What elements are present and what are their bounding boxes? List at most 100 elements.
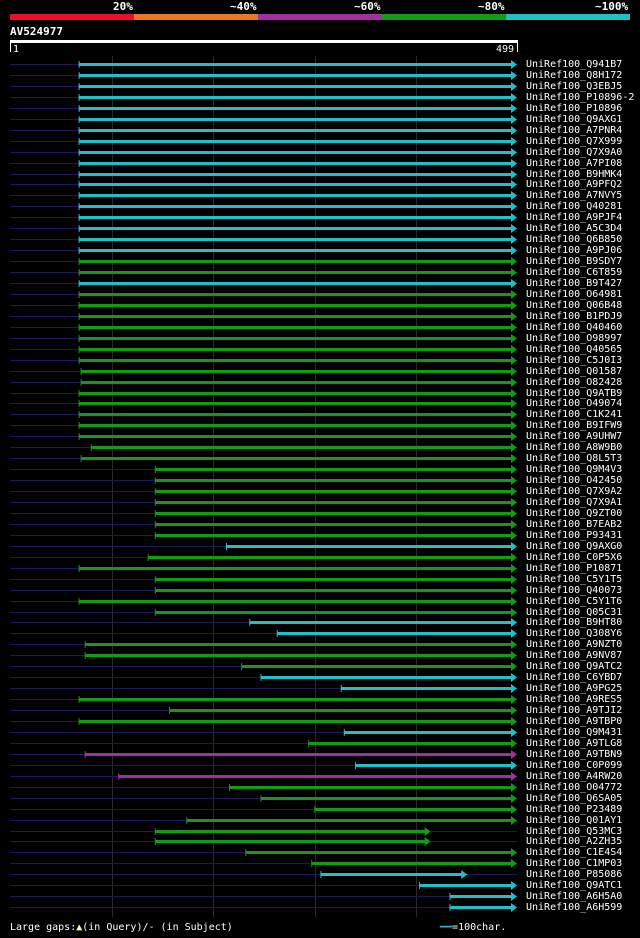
- hit-label[interactable]: UniRef100_A9NZT0: [526, 638, 623, 650]
- hit-bar: [260, 676, 512, 679]
- hit-label[interactable]: UniRef100_P23489: [526, 803, 623, 815]
- hit-arrow: [511, 82, 517, 91]
- hit-label[interactable]: UniRef100_Q01AY1: [526, 814, 623, 826]
- scale-legend: ━━=100char.: [440, 922, 506, 933]
- in-subject-label: - (in Subject): [148, 922, 233, 933]
- hit-label[interactable]: UniRef100_A9NV87: [526, 649, 623, 661]
- hit-label[interactable]: UniRef100_A9TLG8: [526, 737, 623, 749]
- hit-label[interactable]: UniRef100_Q9ZT00: [526, 507, 623, 519]
- hit-label[interactable]: UniRef100_C6T859: [526, 266, 623, 278]
- hit-label[interactable]: UniRef100_O64981: [526, 288, 623, 300]
- hit-label[interactable]: UniRef100_C1E4S4: [526, 846, 623, 858]
- hit-label[interactable]: UniRef100_A9PG25: [526, 682, 623, 694]
- hit-label[interactable]: UniRef100_Q05C31: [526, 606, 623, 618]
- hit-label[interactable]: UniRef100_B9HMK4: [526, 168, 623, 180]
- hit-label[interactable]: UniRef100_O04772: [526, 781, 623, 793]
- hit-label[interactable]: UniRef100_A7PI08: [526, 157, 623, 169]
- hit-label[interactable]: UniRef100_Q9AXG0: [526, 540, 623, 552]
- hit-label[interactable]: UniRef100_P10896-2: [526, 91, 635, 103]
- hit-label[interactable]: UniRef100_B9T427: [526, 277, 623, 289]
- hit-label[interactable]: UniRef100_A9PFQ2: [526, 178, 623, 190]
- hit-label[interactable]: UniRef100_O98997: [526, 332, 623, 344]
- hit-bar: [85, 753, 512, 756]
- hit-bar: [344, 731, 512, 734]
- hit-bar: [91, 446, 512, 449]
- hit-label[interactable]: UniRef100_C1MP03: [526, 857, 623, 869]
- hit-arrow: [511, 93, 517, 102]
- hit-arrow: [511, 618, 517, 627]
- hit-label[interactable]: UniRef100_A7PNR4: [526, 124, 623, 136]
- hit-label[interactable]: UniRef100_Q40281: [526, 200, 623, 212]
- hit-label[interactable]: UniRef100_Q7X999: [526, 135, 623, 147]
- hit-label[interactable]: UniRef100_Q40565: [526, 343, 623, 355]
- hit-label[interactable]: UniRef100_B9IFW9: [526, 419, 623, 431]
- hit-label[interactable]: UniRef100_B9HT80: [526, 616, 623, 628]
- hit-label[interactable]: UniRef100_O42450: [526, 474, 623, 486]
- hit-label[interactable]: UniRef100_Q3EBJ5: [526, 80, 623, 92]
- hit-label[interactable]: UniRef100_Q9AXG1: [526, 113, 623, 125]
- hit-label[interactable]: UniRef100_A8W9B0: [526, 441, 623, 453]
- gap-legend: Large gaps:▲(in Query)/- (in Subject): [10, 922, 233, 933]
- hit-label[interactable]: UniRef100_A2ZH35: [526, 835, 623, 847]
- hit-label[interactable]: UniRef100_C0P5X6: [526, 551, 623, 563]
- hit-label[interactable]: UniRef100_B1PDJ9: [526, 310, 623, 322]
- hit-label[interactable]: UniRef100_A9TJI2: [526, 704, 623, 716]
- hit-label[interactable]: UniRef100_A9PJF4: [526, 211, 623, 223]
- hit-bar: [155, 840, 426, 843]
- hit-label[interactable]: UniRef100_Q6SA05: [526, 792, 623, 804]
- hit-label[interactable]: UniRef100_Q9M431: [526, 726, 623, 738]
- hit-label[interactable]: UniRef100_A4RW20: [526, 770, 623, 782]
- hit-label[interactable]: UniRef100_C6YBD7: [526, 671, 623, 683]
- hit-label[interactable]: UniRef100_Q7X9A1: [526, 496, 623, 508]
- hit-label[interactable]: UniRef100_A9UHW7: [526, 430, 623, 442]
- hit-label[interactable]: UniRef100_Q308Y6: [526, 627, 623, 639]
- hit-label[interactable]: UniRef100_C0P099: [526, 759, 623, 771]
- hit-label[interactable]: UniRef100_O82428: [526, 376, 623, 388]
- hit-label[interactable]: UniRef100_P10871: [526, 562, 623, 574]
- hit-label[interactable]: UniRef100_C1K241: [526, 408, 623, 420]
- hit-label[interactable]: UniRef100_Q7X9A0: [526, 146, 623, 158]
- hit-bar: [155, 501, 512, 504]
- hit-label[interactable]: UniRef100_A6H5A0: [526, 890, 623, 902]
- hit-label[interactable]: UniRef100_P10896: [526, 102, 623, 114]
- hit-arrow: [511, 673, 517, 682]
- hit-label[interactable]: UniRef100_A5C3D4: [526, 222, 623, 234]
- hit-label[interactable]: UniRef100_A9TBP0: [526, 715, 623, 727]
- hit-label[interactable]: UniRef100_A9PJ06: [526, 244, 623, 256]
- hit-arrow: [511, 301, 517, 310]
- hit-label[interactable]: UniRef100_Q40460: [526, 321, 623, 333]
- hit-label[interactable]: UniRef100_Q8H172: [526, 69, 623, 81]
- hit-arrow: [511, 356, 517, 365]
- hit-label[interactable]: UniRef100_Q06B48: [526, 299, 623, 311]
- query-start-label: 1: [13, 44, 19, 55]
- hit-label[interactable]: UniRef100_O49074: [526, 397, 623, 409]
- hit-label[interactable]: UniRef100_Q9ATC1: [526, 879, 623, 891]
- hit-bar: [79, 183, 512, 186]
- hit-arrow: [511, 739, 517, 748]
- hit-label[interactable]: UniRef100_A6H599: [526, 901, 623, 913]
- hit-label[interactable]: UniRef100_Q8L5T3: [526, 452, 623, 464]
- hit-bar: [79, 698, 512, 701]
- hit-label[interactable]: UniRef100_A9RES5: [526, 693, 623, 705]
- hit-label[interactable]: UniRef100_Q9ATB9: [526, 387, 623, 399]
- hit-label[interactable]: UniRef100_C5J0I3: [526, 354, 623, 366]
- hit-label[interactable]: UniRef100_Q40073: [526, 584, 623, 596]
- hit-label[interactable]: UniRef100_C5Y1T5: [526, 573, 623, 585]
- hit-bar: [79, 348, 512, 351]
- hit-bar: [79, 205, 512, 208]
- hit-label[interactable]: UniRef100_P85086: [526, 868, 623, 880]
- hit-label[interactable]: UniRef100_P93431: [526, 529, 623, 541]
- hit-label[interactable]: UniRef100_Q9ATC2: [526, 660, 623, 672]
- hit-label[interactable]: UniRef100_Q6B850: [526, 233, 623, 245]
- hit-label[interactable]: UniRef100_B9SDY7: [526, 255, 623, 267]
- hit-label[interactable]: UniRef100_Q7X9A2: [526, 485, 623, 497]
- hit-label[interactable]: UniRef100_A9TBN9: [526, 748, 623, 760]
- hit-label[interactable]: UniRef100_Q941B7: [526, 58, 623, 70]
- hit-label[interactable]: UniRef100_B7EAB2: [526, 518, 623, 530]
- hit-label[interactable]: UniRef100_A7NVY5: [526, 189, 623, 201]
- hit-label[interactable]: UniRef100_Q9M4V3: [526, 463, 623, 475]
- hit-label[interactable]: UniRef100_Q01587: [526, 365, 623, 377]
- hit-arrow: [511, 608, 517, 617]
- hit-label[interactable]: UniRef100_Q53MC3: [526, 825, 623, 837]
- hit-label[interactable]: UniRef100_C5Y1T6: [526, 595, 623, 607]
